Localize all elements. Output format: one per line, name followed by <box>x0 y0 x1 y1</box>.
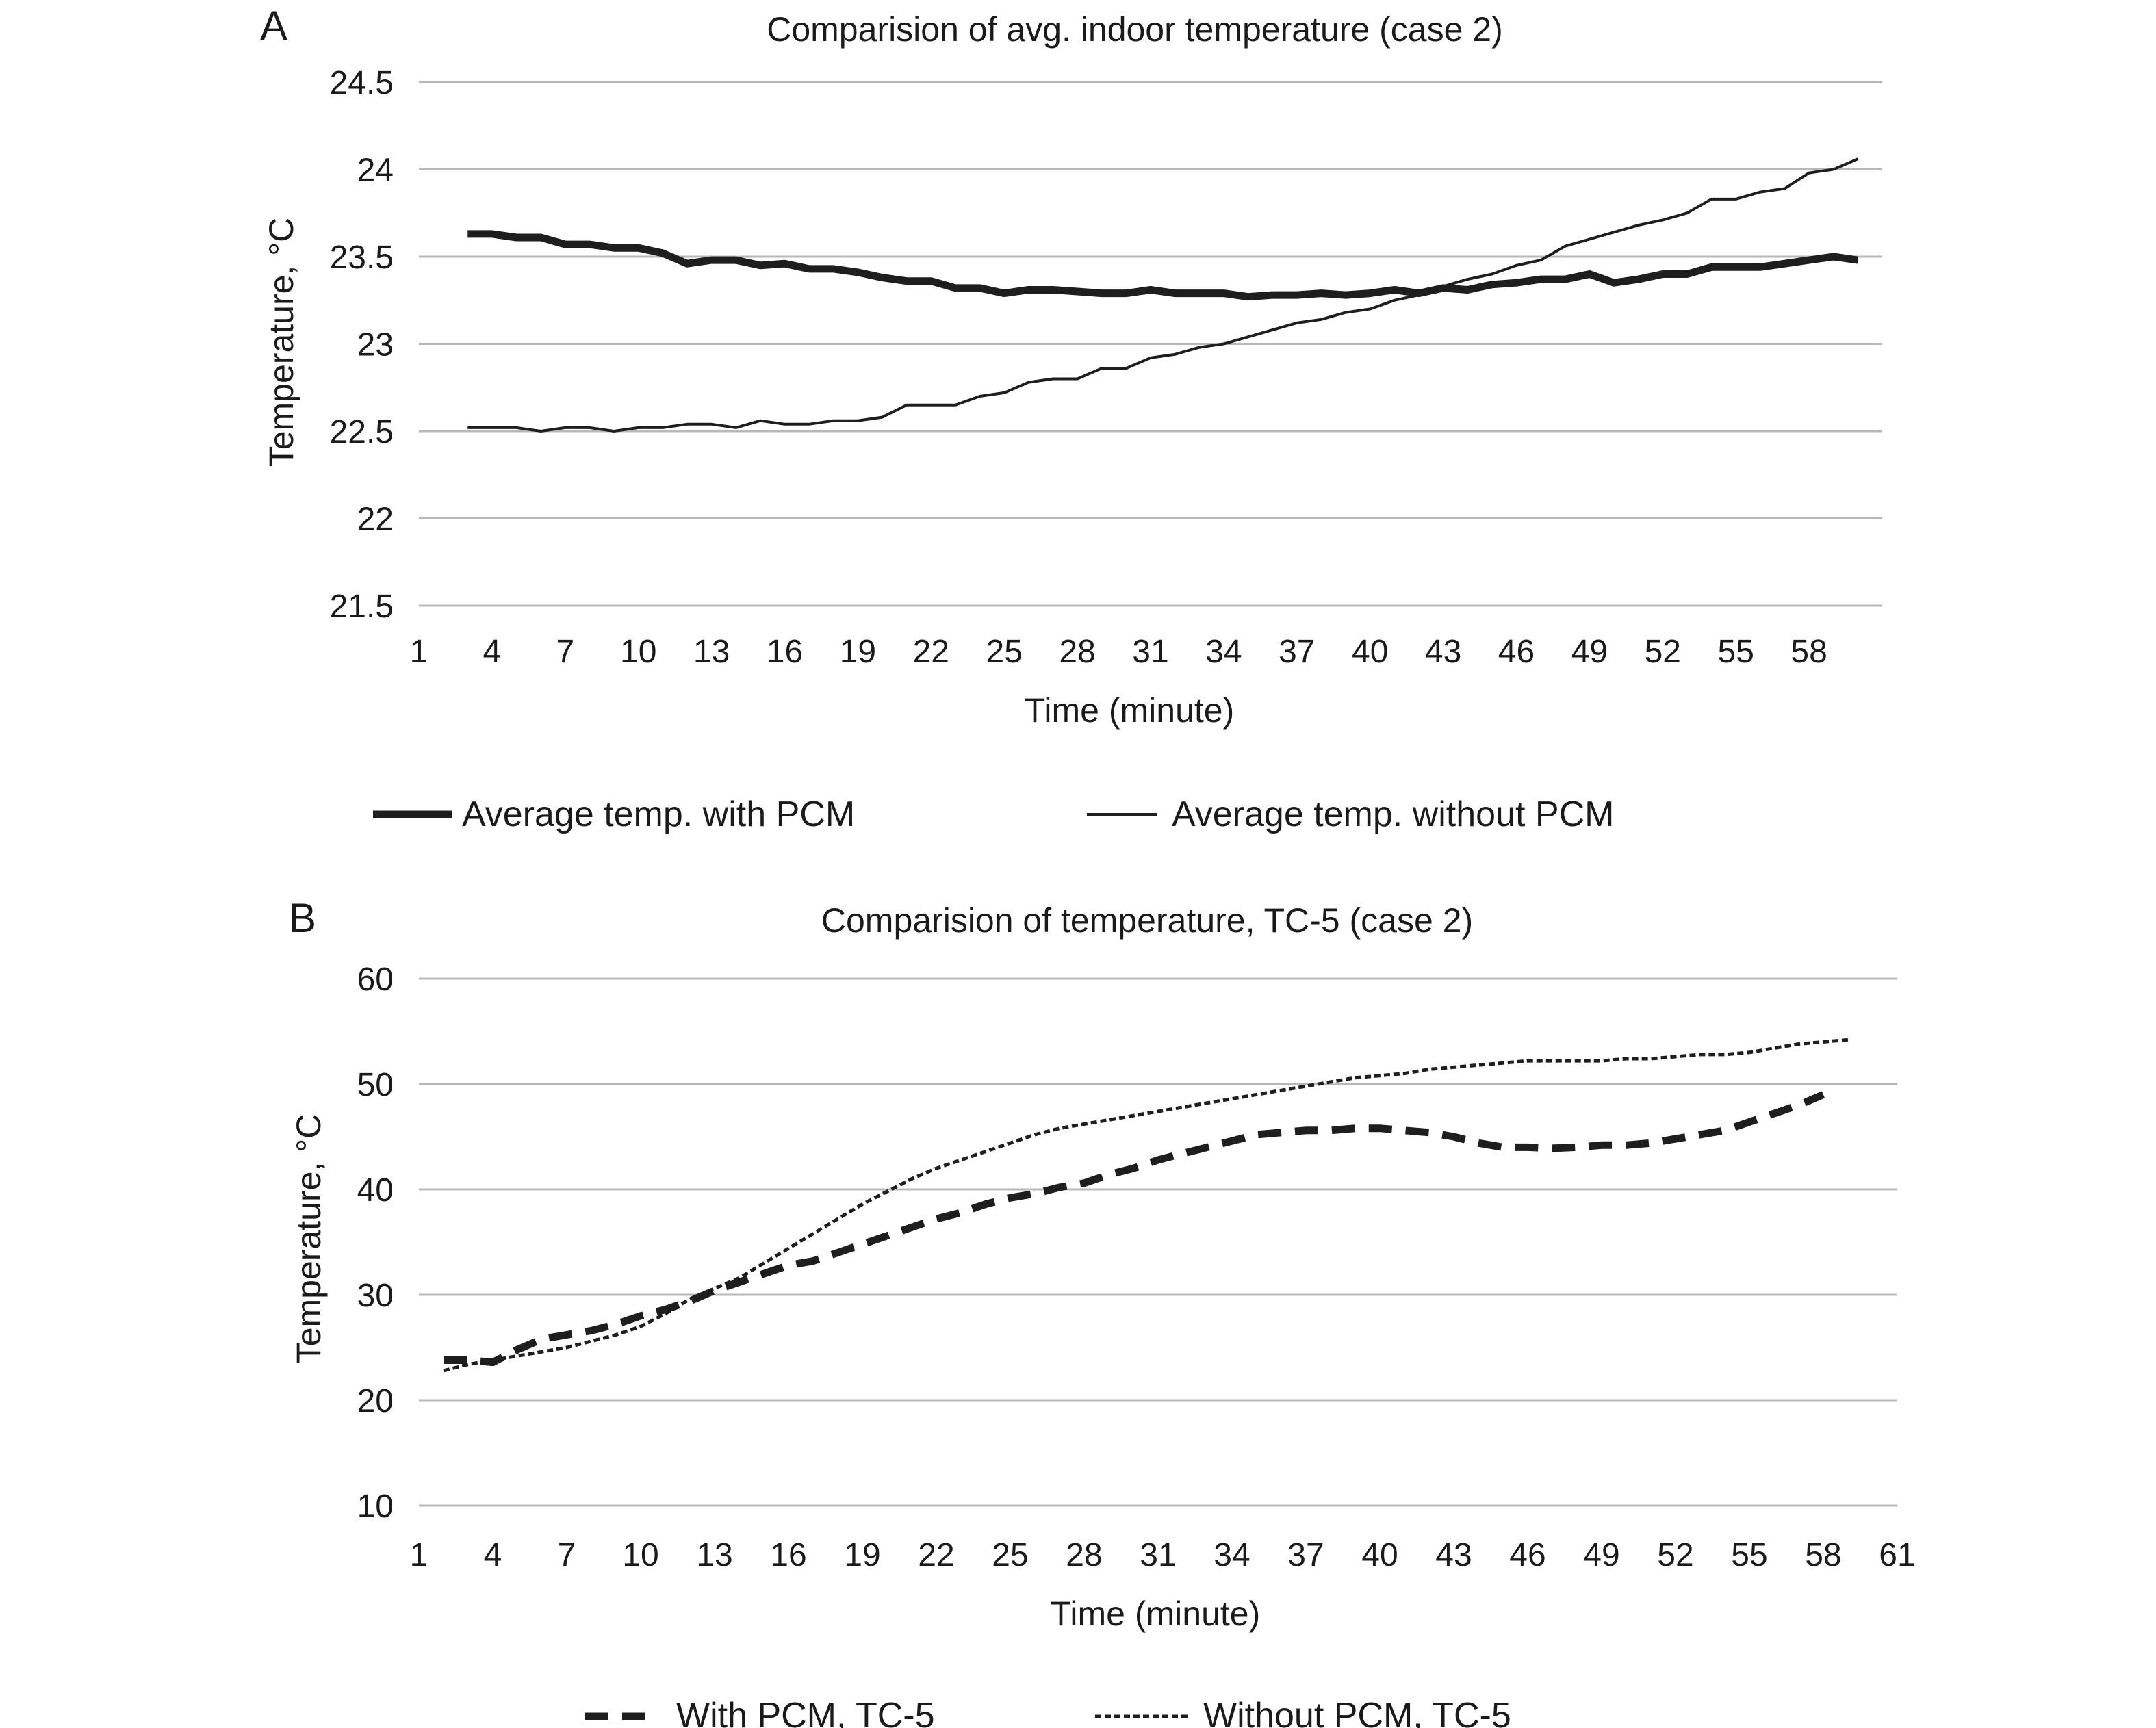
panel-b-title: Comparision of temperature, TC-5 (case 2… <box>821 901 1473 940</box>
panel-a-y-tick-labels: 21.5 22 22.5 23 23.5 24 24.5 <box>330 65 394 625</box>
panel-b-x-tick-labels: 1 4 7 10 13 16 19 22 25 28 31 34 37 40 43 46 49 52 55 58 61 <box>410 1537 1916 1573</box>
y-tick-label: 30 <box>357 1278 394 1314</box>
legend-label-with-pcm-tc5: With PCM, TC-5 <box>676 1696 935 1728</box>
x-tick-label: 7 <box>556 634 574 670</box>
y-tick-label: 22 <box>357 502 394 538</box>
y-tick-label: 23 <box>357 327 394 363</box>
x-tick-label: 40 <box>1352 634 1388 670</box>
x-tick-label: 37 <box>1287 1537 1324 1573</box>
series-line-1 <box>467 230 1859 301</box>
panel-b-y-axis-label: Temperature, °C <box>290 1114 328 1364</box>
x-tick-label: 34 <box>1205 634 1242 670</box>
panel-a-series-lines <box>467 157 1859 433</box>
series-line-2 <box>443 1037 1849 1373</box>
y-tick-label: 23.5 <box>330 240 394 276</box>
x-tick-label: 52 <box>1645 634 1681 670</box>
x-tick-label: 7 <box>558 1537 576 1573</box>
x-tick-label: 52 <box>1657 1537 1693 1573</box>
x-tick-label: 13 <box>696 1537 732 1573</box>
panel-b-legend: With PCM, TC-5 Without PCM, TC-5 <box>585 1696 1511 1728</box>
x-tick-label: 37 <box>1279 634 1315 670</box>
panel-b-x-axis-label: Time (minute) <box>1051 1595 1261 1633</box>
legend-label-without-pcm: Average temp. without PCM <box>1172 795 1614 834</box>
x-tick-label: 25 <box>986 634 1023 670</box>
panel-a: A Comparision of avg. indoor temperature… <box>260 3 1882 834</box>
y-tick-label: 21.5 <box>330 589 394 625</box>
x-tick-label: 19 <box>840 634 876 670</box>
panel-b-label: B <box>289 895 316 941</box>
x-tick-label: 28 <box>1066 1537 1102 1573</box>
x-tick-label: 43 <box>1425 634 1461 670</box>
panel-a-x-tick-labels: 1 4 7 10 13 16 19 22 25 28 31 34 37 40 43 46 49 52 55 58 <box>410 634 1827 670</box>
series-line-2 <box>467 157 1859 433</box>
y-tick-label: 24 <box>357 153 394 189</box>
x-tick-label: 10 <box>620 634 656 670</box>
x-tick-label: 19 <box>844 1537 880 1573</box>
x-tick-label: 22 <box>918 1537 954 1573</box>
x-tick-label: 16 <box>770 1537 806 1573</box>
x-tick-label: 58 <box>1791 634 1827 670</box>
x-tick-label: 49 <box>1583 1537 1619 1573</box>
x-tick-label: 58 <box>1805 1537 1841 1573</box>
x-tick-label: 55 <box>1731 1537 1767 1573</box>
y-tick-label: 20 <box>357 1383 394 1419</box>
x-tick-label: 25 <box>992 1537 1028 1573</box>
y-tick-label: 60 <box>357 962 394 998</box>
x-tick-label: 61 <box>1879 1537 1915 1573</box>
x-tick-label: 46 <box>1498 634 1535 670</box>
x-tick-label: 10 <box>622 1537 658 1573</box>
panel-a-legend: Average temp. with PCM Average temp. wit… <box>373 795 1614 834</box>
x-tick-label: 49 <box>1571 634 1608 670</box>
x-tick-label: 34 <box>1214 1537 1250 1573</box>
x-tick-label: 22 <box>913 634 949 670</box>
x-tick-label: 4 <box>484 1537 502 1573</box>
x-tick-label: 28 <box>1059 634 1095 670</box>
legend-label-with-pcm: Average temp. with PCM <box>462 795 855 834</box>
x-tick-label: 4 <box>483 634 502 670</box>
panel-b-y-tick-labels: 10 20 30 40 50 60 <box>357 962 394 1525</box>
panel-a-x-axis-label: Time (minute) <box>1025 691 1235 730</box>
panel-a-y-axis-label: Temperature, °C <box>262 218 300 467</box>
y-tick-label: 40 <box>357 1172 394 1209</box>
panel-b-gridlines <box>419 977 1897 1507</box>
x-tick-label: 13 <box>693 634 730 670</box>
panel-b: B Comparision of temperature, TC-5 (case… <box>289 895 1916 1728</box>
panel-a-gridlines <box>419 81 1882 607</box>
x-tick-label: 40 <box>1361 1537 1398 1573</box>
panel-a-label: A <box>260 3 287 49</box>
x-tick-label: 31 <box>1140 1537 1176 1573</box>
x-tick-label: 16 <box>767 634 803 670</box>
y-tick-label: 22.5 <box>330 414 394 450</box>
x-tick-label: 1 <box>410 634 428 670</box>
y-tick-label: 10 <box>357 1488 394 1525</box>
x-tick-label: 1 <box>410 1537 428 1573</box>
series-line-1 <box>444 1091 1825 1367</box>
y-tick-label: 50 <box>357 1067 394 1103</box>
x-tick-label: 31 <box>1132 634 1168 670</box>
y-tick-label: 24.5 <box>330 65 394 101</box>
panel-b-series-lines <box>443 1037 1849 1373</box>
panel-a-title: Comparision of avg. indoor temperature (… <box>767 10 1503 49</box>
x-tick-label: 46 <box>1509 1537 1545 1573</box>
legend-label-without-pcm-tc5: Without PCM, TC-5 <box>1203 1696 1511 1728</box>
x-tick-label: 55 <box>1718 634 1754 670</box>
x-tick-label: 43 <box>1435 1537 1472 1573</box>
